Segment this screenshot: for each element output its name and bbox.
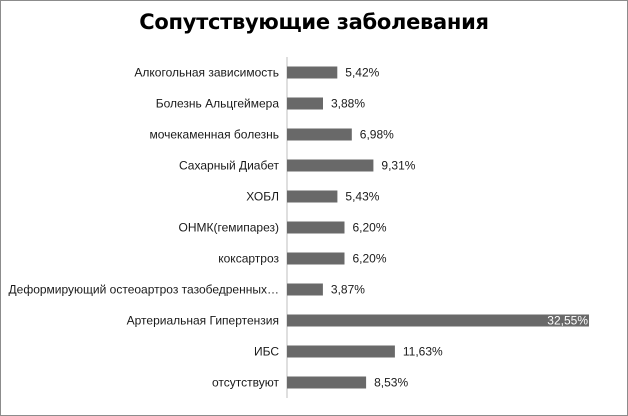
category-labels-group: Алкогольная зависимость Болезнь Альцгейме… bbox=[9, 66, 280, 390]
value-label-9: 11,63% bbox=[403, 345, 443, 359]
value-label-7: 3,87% bbox=[331, 283, 365, 297]
category-label-3: Сахарный Диабет bbox=[179, 159, 279, 173]
category-label-10: отсутствуют bbox=[212, 376, 279, 390]
value-label-5: 6,20% bbox=[353, 221, 387, 235]
bar-8 bbox=[287, 314, 589, 327]
category-label-8: Артериальная Гипертензия bbox=[127, 314, 279, 328]
value-label-4: 5,43% bbox=[345, 190, 379, 204]
category-label-9: ИБС bbox=[254, 345, 279, 359]
category-label-6: коксартроз bbox=[218, 252, 279, 266]
value-label-6: 6,20% bbox=[353, 252, 387, 266]
bar-6 bbox=[287, 252, 345, 265]
category-label-2: мочекаменная болезнь bbox=[149, 128, 279, 142]
category-label-4: ХОБЛ bbox=[246, 190, 279, 204]
bar-4 bbox=[287, 190, 338, 203]
value-label-1: 3,88% bbox=[331, 97, 365, 111]
value-label-2: 6,98% bbox=[360, 128, 394, 142]
category-label-5: ОНМК(гемипарез) bbox=[179, 221, 279, 235]
bar-9 bbox=[287, 345, 395, 358]
chart-title: Сопутствующие заболевания bbox=[139, 10, 489, 34]
bar-10 bbox=[287, 376, 367, 389]
bar-0 bbox=[287, 66, 338, 79]
bar-7 bbox=[287, 283, 323, 296]
bar-1 bbox=[287, 97, 323, 110]
bar-5 bbox=[287, 221, 345, 234]
category-label-0: Алкогольная зависимость bbox=[134, 66, 279, 80]
value-label-3: 9,31% bbox=[381, 159, 415, 173]
value-labels-group: 5,42% 3,88% 6,98% 9,31% 5,43% 6,20% 6,20% 3,87%… bbox=[331, 66, 588, 390]
category-label-7: Деформирующий остеоартроз тазобедренных… bbox=[9, 283, 279, 297]
bar-2 bbox=[287, 128, 352, 141]
value-label-8: 32,55% bbox=[547, 314, 588, 328]
value-label-0: 5,42% bbox=[345, 66, 379, 80]
bars-group bbox=[287, 66, 589, 389]
value-label-10: 8,53% bbox=[374, 376, 408, 390]
bar-3 bbox=[287, 159, 374, 172]
category-label-1: Болезнь Альцгеймера bbox=[156, 97, 280, 111]
